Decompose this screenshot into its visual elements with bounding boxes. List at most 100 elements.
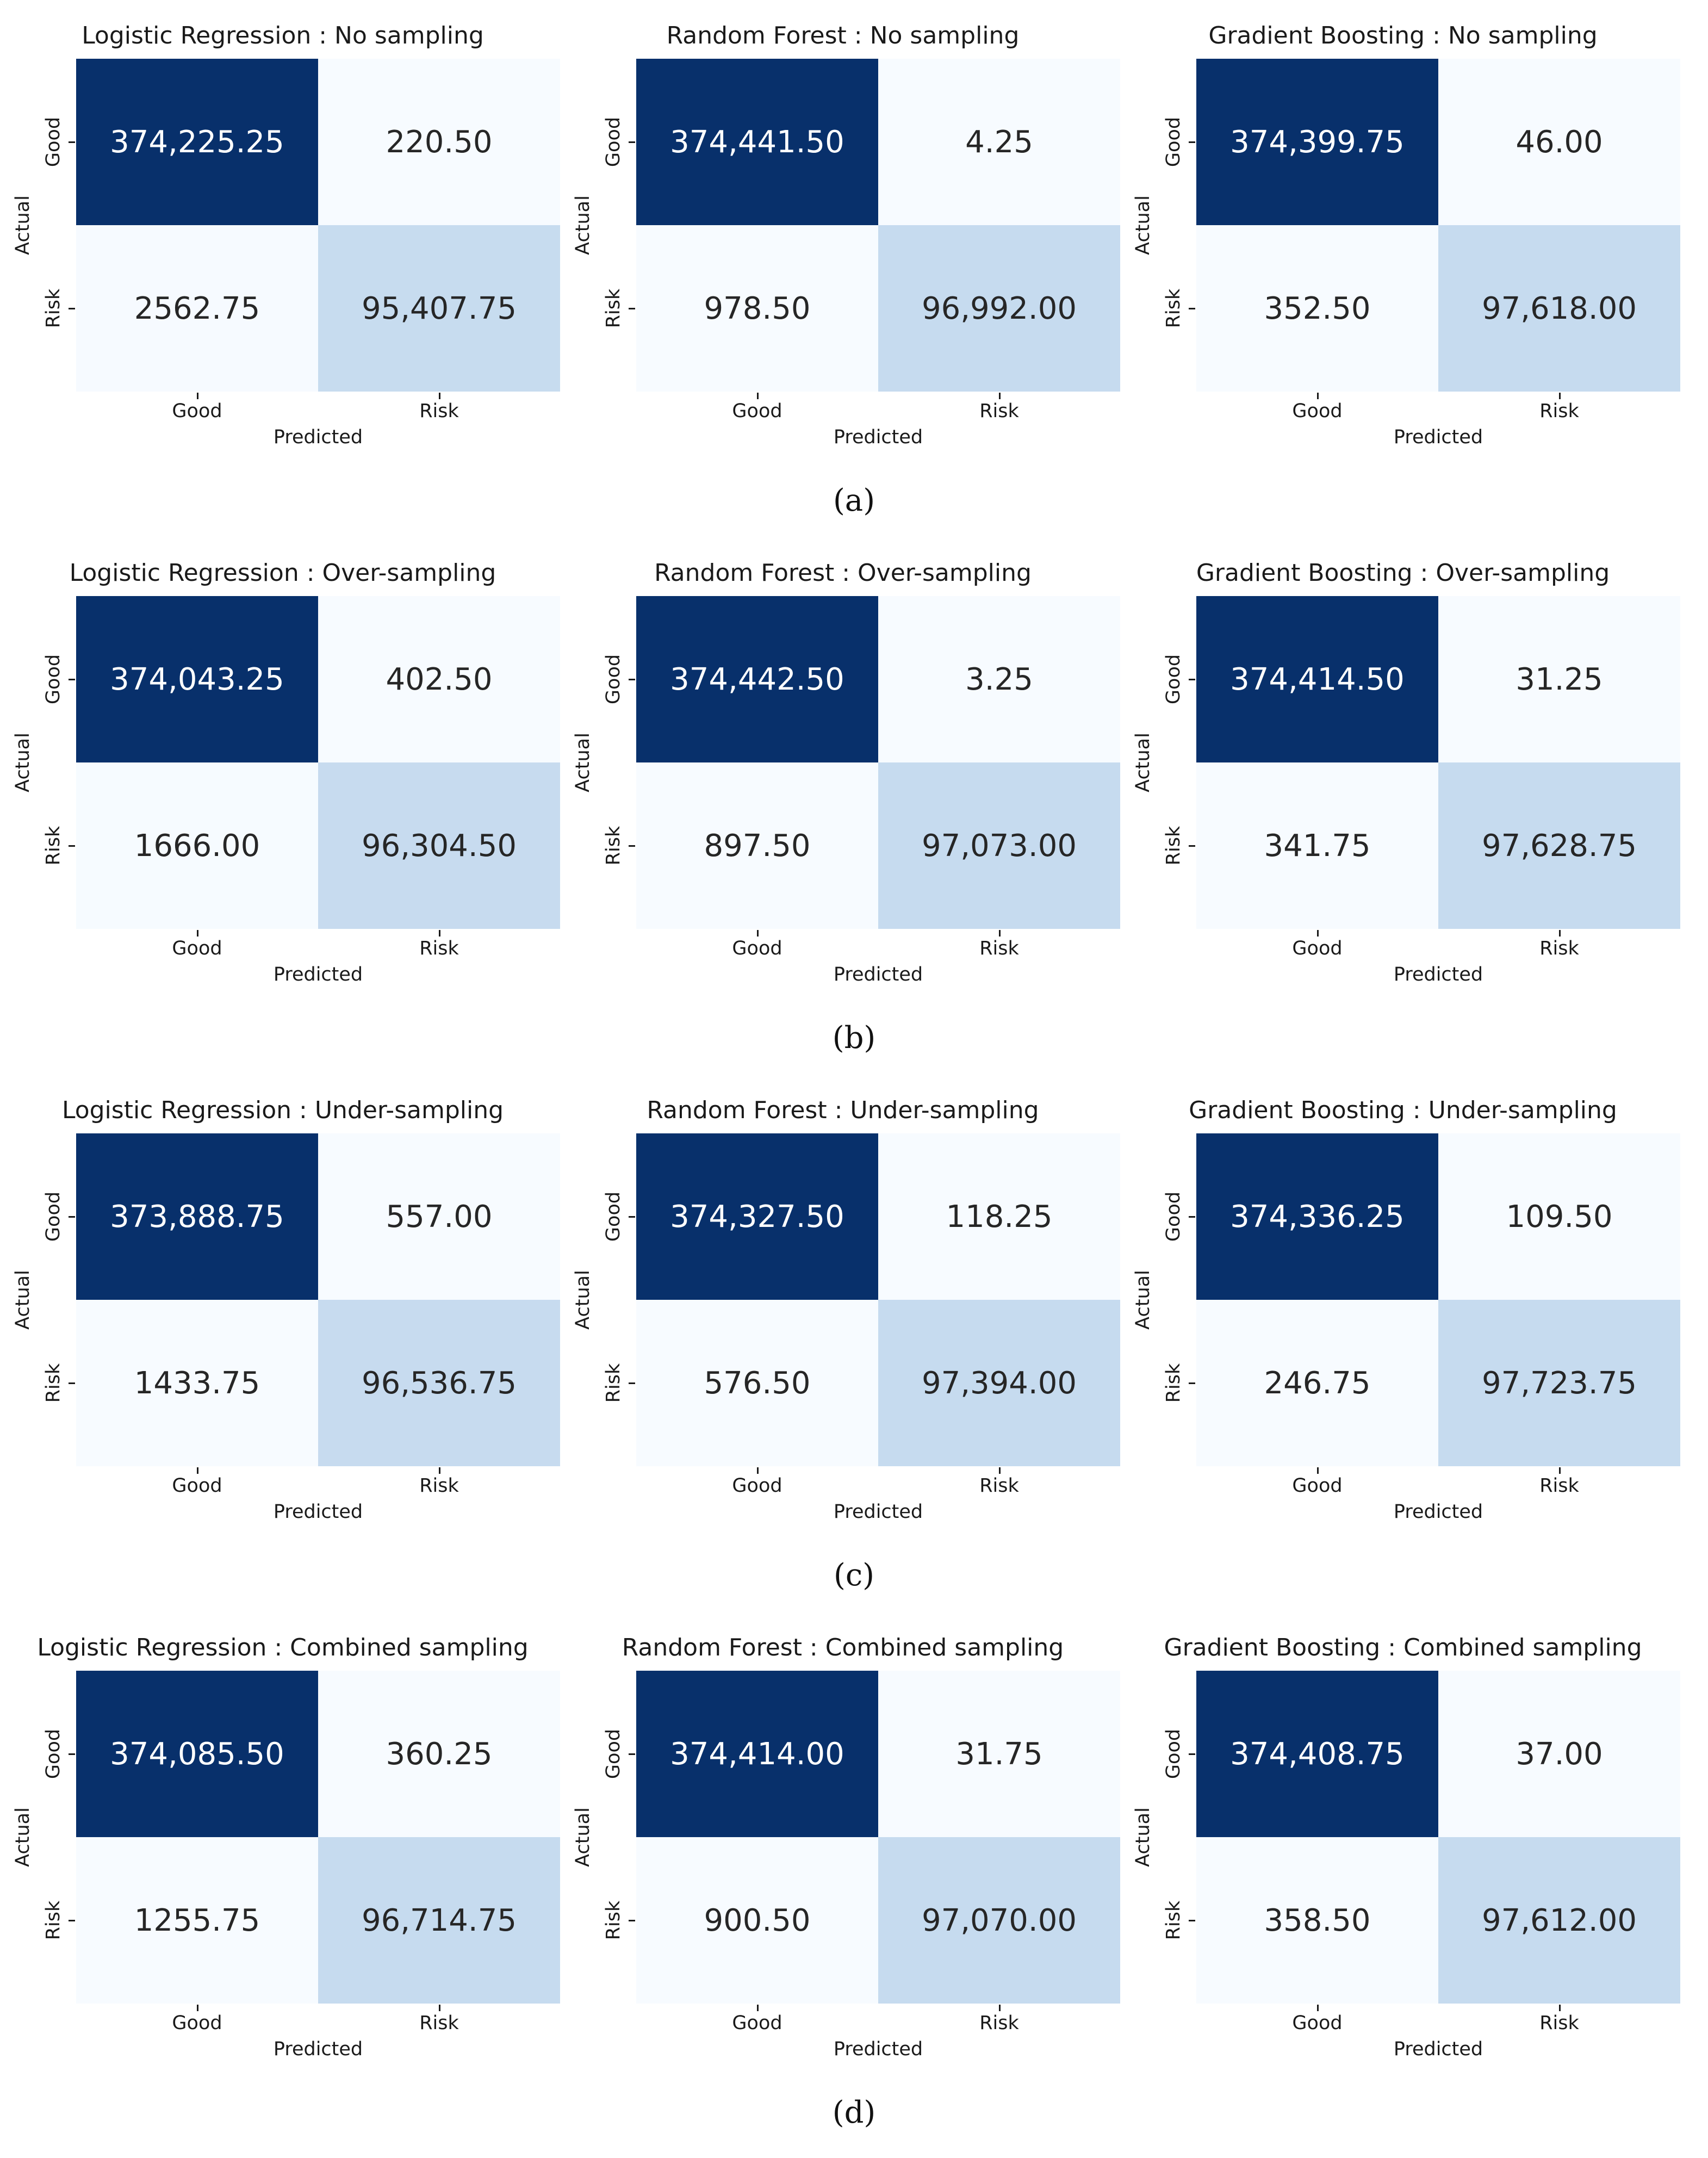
y-tick-text: Risk bbox=[42, 826, 64, 866]
cell-value-label: 978.50 bbox=[704, 290, 811, 326]
x-axis-label: Predicted bbox=[1393, 964, 1483, 985]
y-tick-text: Good bbox=[1163, 654, 1184, 705]
y-tick-mark bbox=[629, 845, 635, 847]
y-tick-mark bbox=[1189, 1753, 1195, 1755]
heatmap-grid: 374,414.50 31.25 341.75 97,628.75 bbox=[1196, 596, 1680, 929]
heatmap-cell: 96,992.00 bbox=[878, 225, 1120, 392]
y-axis-label-text: Actual bbox=[572, 1270, 594, 1330]
y-tick-mark bbox=[69, 679, 75, 680]
x-tick-mark bbox=[1316, 393, 1319, 399]
x-tick-label: Good bbox=[732, 938, 782, 959]
x-tick-label: Risk bbox=[419, 2012, 459, 2034]
heatmap-cell: 37.00 bbox=[1438, 1671, 1680, 1837]
x-tick-label: Good bbox=[732, 400, 782, 422]
x-tick-mark bbox=[196, 2005, 198, 2011]
x-tick-mark bbox=[998, 393, 1001, 399]
heatmap-grid: 374,327.50 118.25 576.50 97,394.00 bbox=[636, 1133, 1120, 1466]
x-axis-label: Predicted bbox=[1393, 426, 1483, 448]
y-tick-mark bbox=[69, 141, 75, 143]
subfigure-caption: (b) bbox=[832, 1020, 876, 1056]
heatmap-cell: 97,070.00 bbox=[878, 1837, 1120, 2004]
cell-value-label: 97,612.00 bbox=[1481, 1902, 1637, 1938]
x-tick-mark bbox=[438, 930, 440, 937]
heatmap-cell: 95,407.75 bbox=[318, 225, 560, 392]
y-tick-mark bbox=[69, 308, 75, 309]
x-tick-label: Good bbox=[732, 2012, 782, 2034]
x-axis-label: Predicted bbox=[1393, 1501, 1483, 1523]
panel-title: Gradient Boosting : Over-sampling bbox=[1196, 559, 1610, 587]
x-axis-label: Predicted bbox=[1393, 2038, 1483, 2060]
cell-value-label: 374,327.50 bbox=[670, 1199, 844, 1235]
heatmap-cell: 352.50 bbox=[1196, 225, 1438, 392]
heatmap-cell: 1255.75 bbox=[76, 1837, 318, 2004]
cell-value-label: 897.50 bbox=[704, 828, 811, 864]
x-tick-label: Risk bbox=[1539, 1475, 1579, 1497]
heatmap-cell: 374,442.50 bbox=[636, 596, 878, 762]
x-tick-mark bbox=[1558, 2005, 1561, 2011]
cell-value-label: 360.25 bbox=[386, 1736, 493, 1772]
x-axis-label: Predicted bbox=[833, 2038, 923, 2060]
cell-value-label: 358.50 bbox=[1264, 1902, 1371, 1938]
heatmap-cell: 1666.00 bbox=[76, 762, 318, 929]
y-tick-mark bbox=[1189, 308, 1195, 309]
x-tick-label: Risk bbox=[1539, 400, 1579, 422]
cell-value-label: 31.75 bbox=[955, 1736, 1043, 1772]
x-tick-label: Risk bbox=[979, 400, 1019, 422]
panel-title: Logistic Regression : Under-sampling bbox=[61, 1096, 504, 1124]
confusion-matrix-panel: Random Forest : Under-sampling 374,327.50… bbox=[560, 1086, 1126, 1542]
y-axis-label-text: Actual bbox=[1132, 1270, 1154, 1330]
heatmap-cell: 220.50 bbox=[318, 59, 560, 225]
x-tick-mark bbox=[998, 1467, 1001, 1474]
heatmap-cell: 576.50 bbox=[636, 1300, 878, 1466]
heatmap-cell: 341.75 bbox=[1196, 762, 1438, 929]
heatmap-cell: 31.75 bbox=[878, 1671, 1120, 1837]
cell-value-label: 96,536.75 bbox=[361, 1365, 517, 1401]
heatmap-cell: 118.25 bbox=[878, 1133, 1120, 1300]
y-tick-mark bbox=[629, 1753, 635, 1755]
y-tick-mark bbox=[629, 679, 635, 680]
cell-value-label: 557.00 bbox=[386, 1199, 493, 1235]
panel-title: Gradient Boosting : No sampling bbox=[1208, 22, 1598, 49]
y-tick-text: Risk bbox=[1163, 826, 1184, 866]
x-tick-mark bbox=[196, 930, 198, 937]
heatmap-cell: 557.00 bbox=[318, 1133, 560, 1300]
x-tick-label: Risk bbox=[419, 400, 459, 422]
x-tick-mark bbox=[1558, 1467, 1561, 1474]
y-tick-mark bbox=[1189, 1382, 1195, 1384]
heatmap-cell: 97,073.00 bbox=[878, 762, 1120, 929]
y-tick-text: Risk bbox=[42, 1363, 64, 1403]
y-tick-text: Good bbox=[1163, 116, 1184, 168]
confusion-matrix-panel: Gradient Boosting : Combined sampling 374… bbox=[1120, 1623, 1686, 2080]
y-tick-mark bbox=[69, 1920, 75, 1921]
heatmap-cell: 360.25 bbox=[318, 1671, 560, 1837]
y-tick-mark bbox=[629, 1216, 635, 1218]
heatmap-cell: 96,304.50 bbox=[318, 762, 560, 929]
x-axis-label: Predicted bbox=[833, 426, 923, 448]
x-tick-label: Good bbox=[172, 400, 222, 422]
x-tick-mark bbox=[438, 2005, 440, 2011]
cell-value-label: 374,414.50 bbox=[1230, 661, 1405, 697]
y-tick-text: Risk bbox=[603, 1900, 624, 1940]
y-axis-label-text: Actual bbox=[12, 733, 34, 792]
y-tick-text: Risk bbox=[1163, 1900, 1184, 1940]
heatmap-cell: 96,536.75 bbox=[318, 1300, 560, 1466]
y-tick-mark bbox=[1189, 679, 1195, 680]
heatmap-grid: 374,442.50 3.25 897.50 97,073.00 bbox=[636, 596, 1120, 929]
y-tick-mark bbox=[1189, 1920, 1195, 1921]
panel-title: Random Forest : No sampling bbox=[666, 22, 1020, 49]
y-axis-label-text: Actual bbox=[572, 733, 594, 792]
cell-value-label: 900.50 bbox=[704, 1902, 811, 1938]
cell-value-label: 97,070.00 bbox=[921, 1902, 1077, 1938]
cell-value-label: 4.25 bbox=[965, 124, 1033, 160]
subfigure-caption: (c) bbox=[833, 1558, 875, 1593]
x-tick-mark bbox=[998, 2005, 1001, 2011]
cell-value-label: 374,442.50 bbox=[670, 661, 844, 697]
heatmap-cell: 402.50 bbox=[318, 596, 560, 762]
y-tick-text: Good bbox=[1163, 1191, 1184, 1242]
x-tick-label: Good bbox=[732, 1475, 782, 1497]
cell-value-label: 109.50 bbox=[1506, 1199, 1613, 1235]
cell-value-label: 96,992.00 bbox=[921, 290, 1077, 326]
heatmap-cell: 374,441.50 bbox=[636, 59, 878, 225]
y-axis-label-text: Actual bbox=[1132, 1807, 1154, 1867]
heatmap-grid: 374,441.50 4.25 978.50 96,992.00 bbox=[636, 59, 1120, 392]
